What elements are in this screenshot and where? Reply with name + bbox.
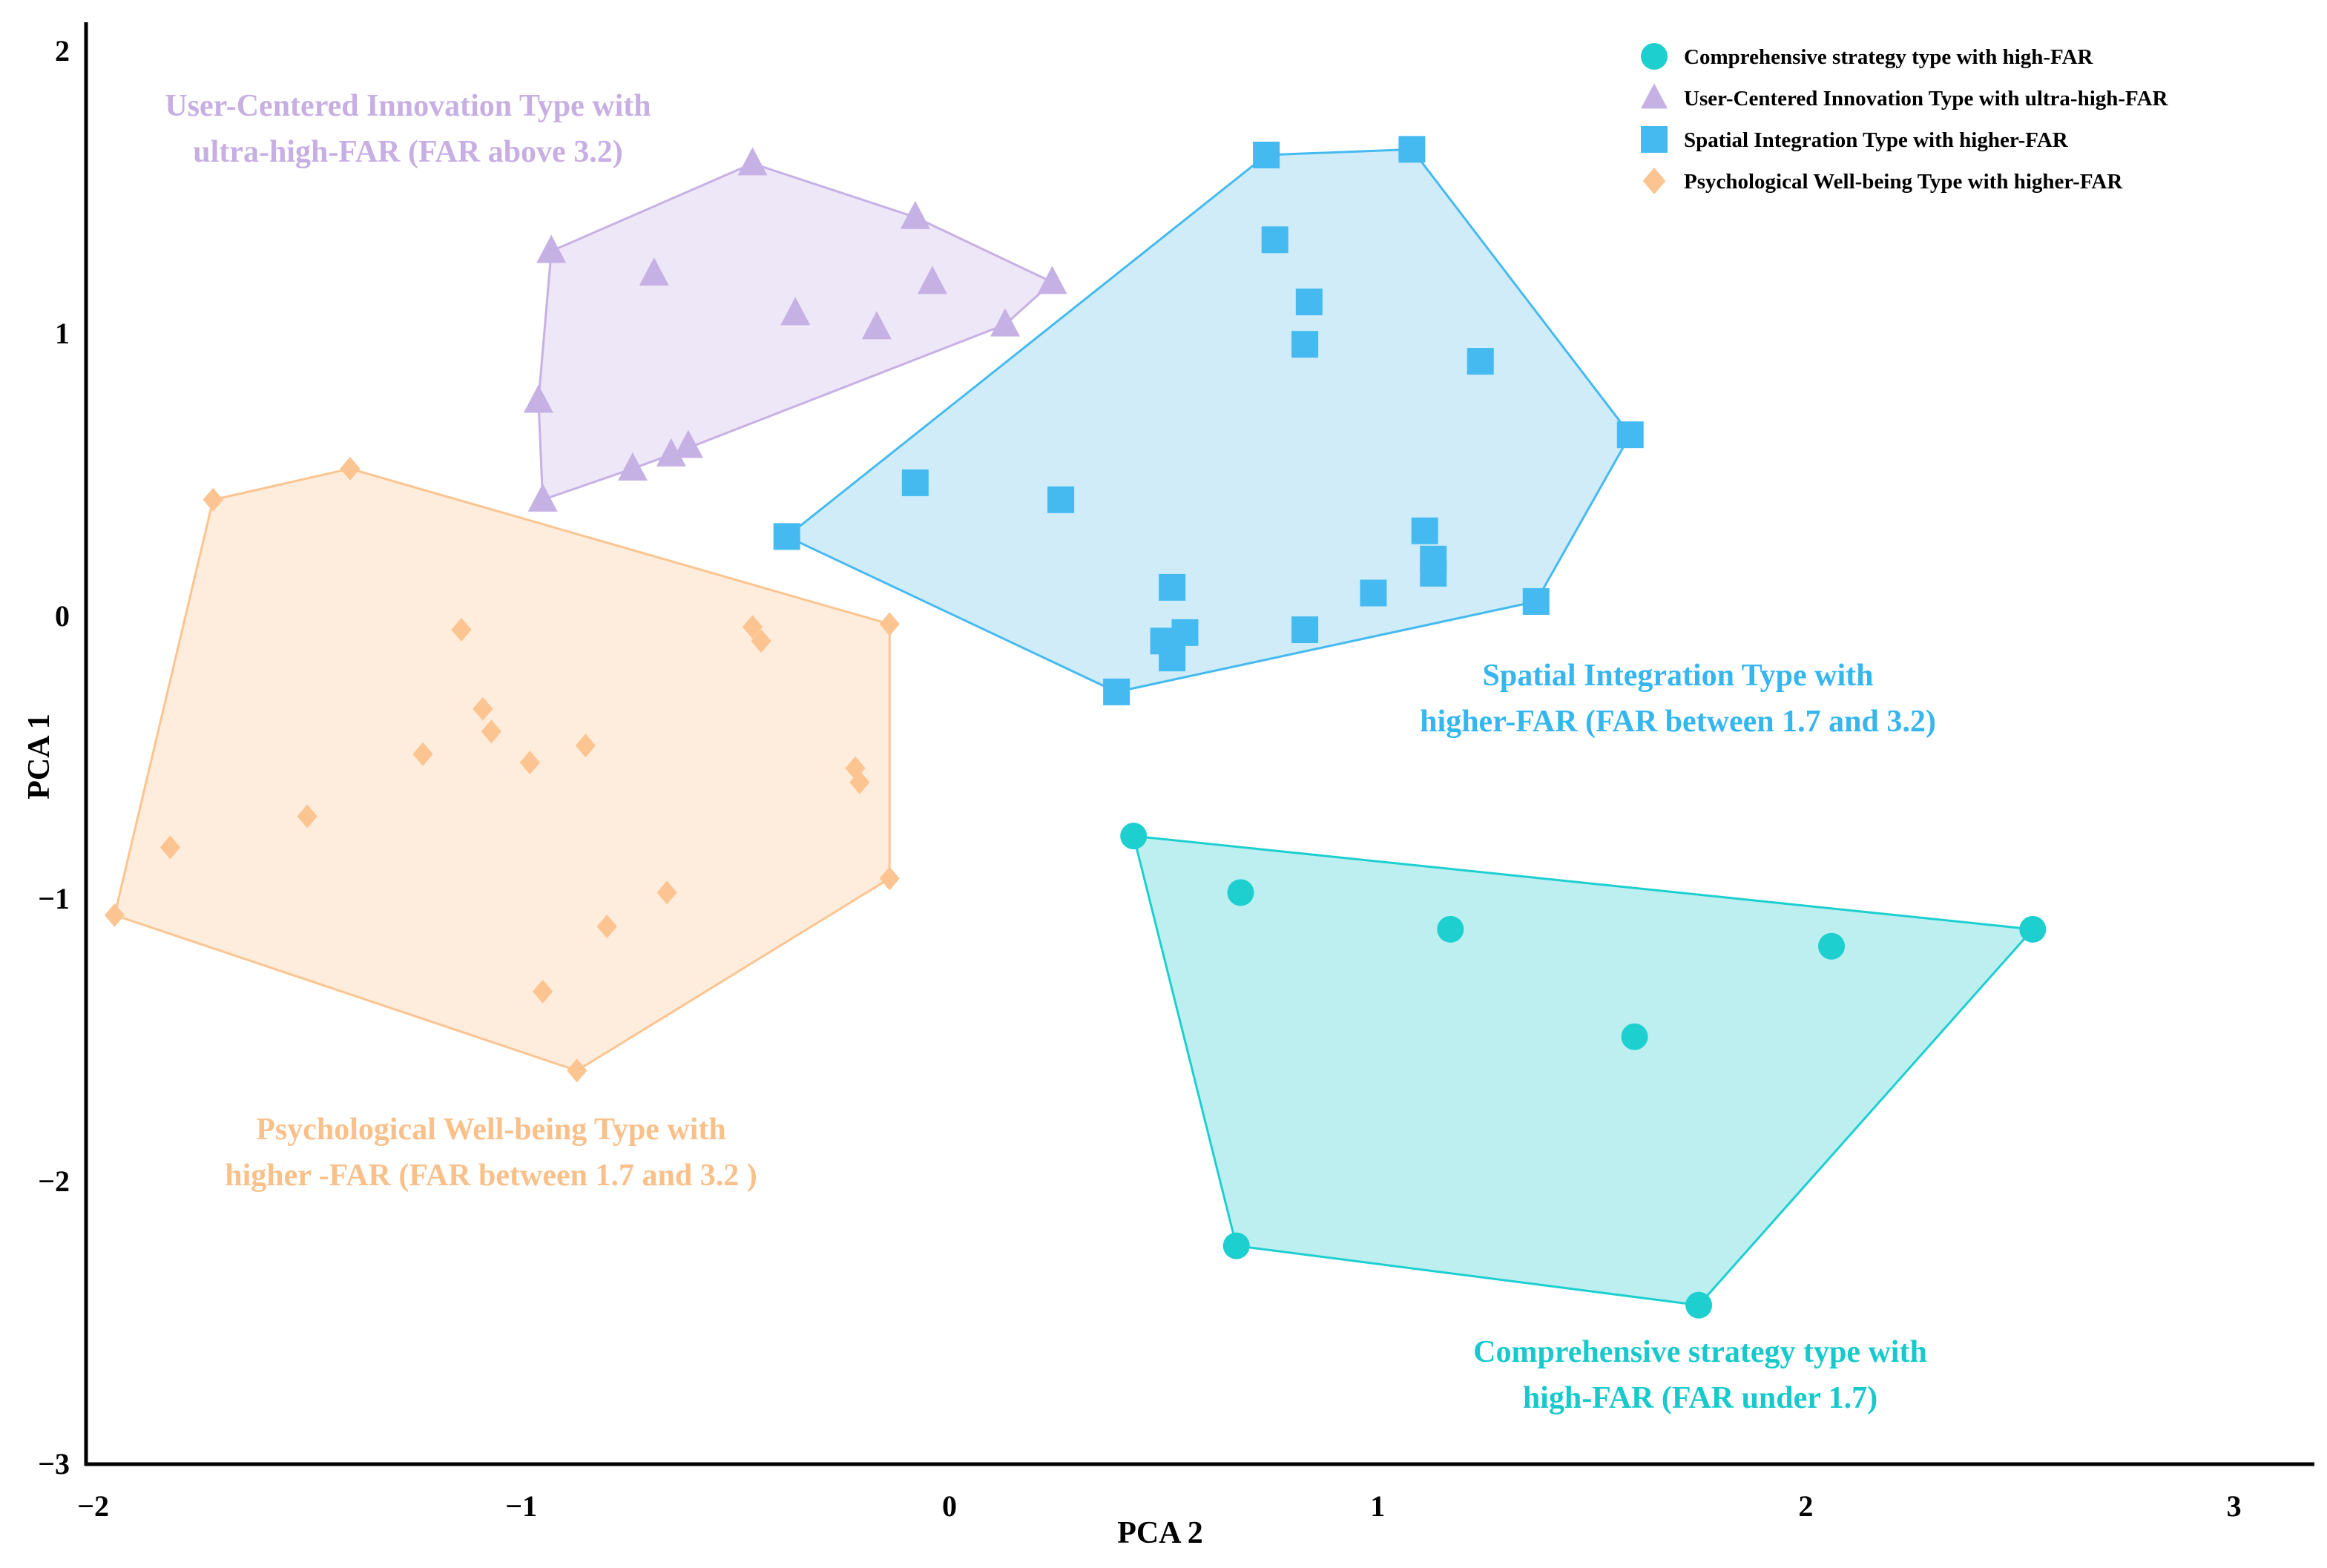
legend-marker-triangle xyxy=(1641,83,1668,109)
legend-entry: Psychological Well-being Type with highe… xyxy=(1684,170,2123,194)
data-point-triangle xyxy=(527,483,558,512)
data-point-square xyxy=(1159,573,1186,601)
data-point-triangle xyxy=(780,297,811,326)
data-point-diamond xyxy=(567,1058,587,1083)
data-point-diamond xyxy=(340,456,361,481)
legend-marker-diamond xyxy=(1642,168,1666,194)
y-tick-label: 0 xyxy=(55,599,70,633)
data-point-square xyxy=(1420,559,1447,587)
data-point-diamond xyxy=(879,612,900,636)
cluster-annotations: Comprehensive strategy type with high-FAR… xyxy=(165,89,1935,1415)
data-point-square xyxy=(1047,486,1075,513)
data-point-diamond xyxy=(596,915,617,939)
data-points xyxy=(104,136,2047,1319)
data-point-diamond xyxy=(533,979,553,1004)
data-point-square xyxy=(1360,579,1387,607)
data-point-triangle xyxy=(990,308,1021,337)
cluster-annotation: high-FAR (FAR under 1.7) xyxy=(1523,1381,1877,1415)
data-point-triangle xyxy=(1037,266,1067,294)
data-point-square xyxy=(1261,226,1288,254)
data-point-diamond xyxy=(104,903,125,927)
data-point-square xyxy=(1103,678,1130,705)
data-point-diamond xyxy=(575,734,596,758)
legend-marker-circle xyxy=(1641,43,1668,70)
cluster-annotation: higher-FAR (FAR between 1.7 and 3.2) xyxy=(1420,705,1936,739)
data-point-circle xyxy=(1222,1232,1250,1259)
x-tick-label: 0 xyxy=(942,1489,957,1523)
legend-entry: Spatial Integration Type with higher-FAR xyxy=(1684,128,2069,152)
cluster-hulls xyxy=(113,148,2035,1307)
data-point-triangle xyxy=(917,266,947,294)
legend-entry: Comprehensive strategy type with high-FA… xyxy=(1684,45,2094,69)
data-point-diamond xyxy=(203,487,223,512)
data-point-diamond xyxy=(481,719,501,744)
cluster-annotation: User-Centered Innovation Type with xyxy=(165,89,651,123)
data-point-diamond xyxy=(742,615,763,639)
data-point-square xyxy=(1253,141,1280,168)
data-point-square xyxy=(1295,289,1323,316)
data-point-square xyxy=(773,523,800,550)
legend: Comprehensive strategy type with high-FA… xyxy=(1641,43,2169,194)
data-point-square xyxy=(901,469,929,496)
data-point-diamond xyxy=(751,629,771,653)
data-point-triangle xyxy=(737,147,768,176)
data-point-triangle xyxy=(639,257,669,286)
data-point-triangle xyxy=(523,384,553,413)
data-point-circle xyxy=(1227,879,1254,906)
data-point-triangle xyxy=(861,311,892,340)
cluster-annotation: Psychological Well-being Type with xyxy=(256,1113,726,1147)
data-point-triangle xyxy=(673,429,703,458)
cluster-annotation: higher -FAR (FAR between 1.7 and 3.2 ) xyxy=(225,1159,757,1193)
y-tick-label: 2 xyxy=(55,34,70,67)
data-point-square xyxy=(1291,616,1319,644)
data-point-diamond xyxy=(849,770,870,794)
y-tick-label: 1 xyxy=(55,317,70,350)
legend-entry: User-Centered Innovation Type with ultra… xyxy=(1684,87,2169,111)
y-tick-label: −2 xyxy=(38,1165,70,1198)
data-point-square xyxy=(1616,421,1644,449)
x-axis-label: PCA 2 xyxy=(1117,1516,1203,1550)
data-point-diamond xyxy=(473,696,493,721)
x-tick-label: −1 xyxy=(505,1489,537,1523)
x-tick-label: 1 xyxy=(1370,1489,1385,1523)
data-point-diamond xyxy=(879,866,900,891)
data-point-square xyxy=(1411,517,1438,544)
data-point-triangle xyxy=(900,200,930,229)
data-point-circle xyxy=(1120,823,1148,850)
data-point-circle xyxy=(1621,1023,1648,1050)
cluster-annotation: Comprehensive strategy type with xyxy=(1473,1335,1927,1369)
data-point-circle xyxy=(2019,915,2047,943)
data-point-circle xyxy=(1818,932,1846,960)
x-tick-label: 2 xyxy=(1798,1489,1813,1523)
data-point-diamond xyxy=(451,618,472,642)
data-point-triangle xyxy=(536,234,567,263)
data-point-diamond xyxy=(412,742,433,766)
y-axis-label: PCA 1 xyxy=(22,714,56,800)
data-point-square xyxy=(1291,331,1319,358)
data-point-diamond xyxy=(519,751,540,775)
data-point-triangle xyxy=(617,452,648,481)
data-point-square xyxy=(1467,348,1494,375)
data-point-diamond xyxy=(297,804,317,829)
data-point-square xyxy=(1522,587,1550,615)
x-tick-label: 3 xyxy=(2227,1489,2242,1523)
data-point-square xyxy=(1159,645,1186,672)
data-point-circle xyxy=(1685,1291,1713,1319)
x-tick-label: −2 xyxy=(77,1489,109,1523)
cluster-hull xyxy=(1132,834,2035,1307)
data-point-diamond xyxy=(159,835,181,860)
y-tick-label: −3 xyxy=(38,1447,70,1480)
cluster-hull xyxy=(537,162,1055,501)
cluster-annotation: Spatial Integration Type with xyxy=(1482,659,1873,693)
data-point-triangle xyxy=(656,438,686,467)
y-tick-label: −1 xyxy=(38,882,70,915)
data-point-circle xyxy=(1437,915,1464,943)
data-point-diamond xyxy=(656,880,677,905)
cluster-hull xyxy=(113,467,891,1073)
data-point-square xyxy=(1398,136,1426,163)
legend-marker-square xyxy=(1641,126,1668,153)
cluster-annotation: ultra-high-FAR (FAR above 3.2) xyxy=(193,135,622,169)
